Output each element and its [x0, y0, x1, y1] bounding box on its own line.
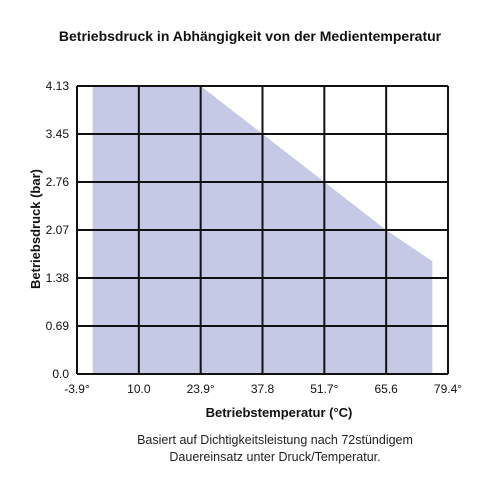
x-tick-label: 37.8 [251, 382, 275, 396]
x-tick-label: 65.6 [374, 382, 398, 396]
chart-note: Basiert auf Dichtigkeitsleistung nach 72… [0, 432, 500, 466]
x-tick-label: 79.4° [434, 382, 462, 396]
y-tick-label: 2.07 [46, 223, 70, 237]
y-tick-label: 4.13 [46, 79, 70, 93]
chart-note-line-2: Dauereinsatz unter Druck/Temperatur. [169, 450, 381, 464]
y-tick-label: 1.38 [46, 271, 70, 285]
x-axis-title: Betriebstemperatur (°C) [206, 405, 353, 420]
y-tick-label: 0.0 [52, 367, 69, 381]
y-tick-label: 2.76 [46, 175, 70, 189]
x-tick-label: 51.7° [310, 382, 338, 396]
y-tick-label: 3.45 [46, 127, 70, 141]
x-tick-label: 10.0 [127, 382, 151, 396]
x-tick-label: -3.9° [64, 382, 90, 396]
chart-title: Betriebsdruck in Abhängigkeit von der Me… [58, 28, 442, 44]
x-tick-label: 23.9° [187, 382, 215, 396]
y-axis-title: Betriebsdruck (bar) [28, 169, 43, 289]
y-tick-label: 0.69 [46, 319, 70, 333]
chart-note-line-1: Basiert auf Dichtigkeitsleistung nach 72… [137, 433, 413, 447]
